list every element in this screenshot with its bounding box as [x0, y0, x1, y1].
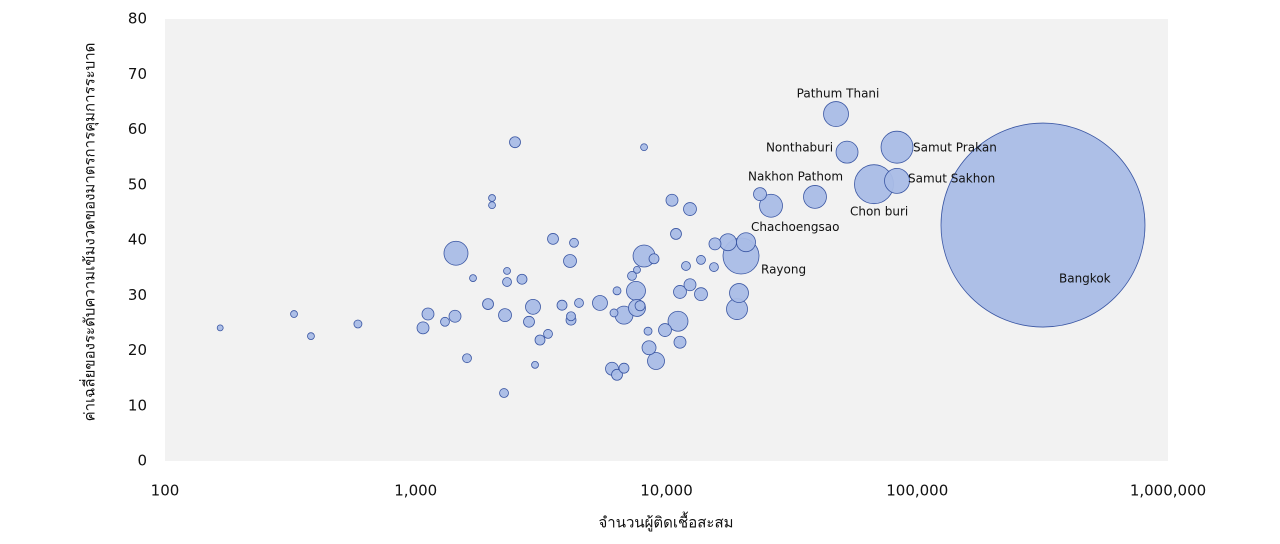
bubble	[673, 285, 687, 299]
point-label: Samut Prakan	[913, 141, 997, 155]
bubble	[440, 316, 450, 327]
y-tick-label: 10	[128, 396, 147, 414]
bubble	[753, 187, 767, 202]
bubble	[665, 193, 679, 207]
point-label: Nakhon Pathom	[748, 169, 843, 183]
bubble	[634, 300, 646, 312]
bubble	[609, 308, 619, 318]
bubble	[694, 287, 708, 302]
bubble	[736, 232, 756, 253]
y-tick-label: 80	[128, 10, 147, 28]
bubble	[543, 329, 553, 339]
bubble	[683, 278, 697, 292]
bubble	[566, 311, 576, 322]
bubble	[469, 274, 477, 282]
bubble	[835, 140, 859, 164]
point-label: Nonthaburi	[766, 141, 833, 155]
bubble	[499, 388, 509, 398]
bubble	[563, 254, 577, 268]
bubble	[643, 326, 653, 336]
bubble	[611, 368, 623, 381]
point-label: Rayong	[761, 263, 806, 277]
bubble	[647, 352, 665, 370]
bubble	[502, 277, 512, 287]
bubble	[759, 193, 783, 218]
bubble	[803, 185, 827, 209]
y-tick-label: 70	[128, 65, 147, 83]
bubble	[618, 362, 630, 374]
bubble	[626, 280, 646, 301]
bubble	[648, 253, 660, 265]
bubble	[290, 310, 298, 318]
point-label: Pathum Thani	[797, 87, 880, 101]
x-tick-label: 100	[151, 482, 180, 500]
bubble	[673, 335, 687, 349]
bubble	[569, 237, 579, 248]
bubble	[681, 261, 691, 271]
point-label: Samut Sakhon	[908, 171, 995, 185]
bubble	[307, 332, 315, 340]
point-label: Bangkok	[1059, 272, 1111, 286]
bubble	[719, 233, 737, 252]
x-tick-label: 100,000	[886, 482, 948, 500]
bubble	[670, 228, 682, 240]
bubble	[503, 267, 511, 275]
bubble	[416, 321, 430, 335]
bubble	[462, 353, 472, 364]
bubble	[531, 361, 539, 369]
bubble	[709, 262, 719, 272]
point-label: Chachoengsao	[751, 220, 839, 234]
y-tick-label: 40	[128, 231, 147, 249]
x-tick-label: 10,000	[640, 482, 693, 500]
bubble	[708, 237, 722, 251]
y-axis-label: ค่าเฉลี่ยของระดับความเข้มงวดของมาตรการคุ…	[79, 43, 100, 422]
bubble	[443, 240, 469, 266]
y-tick-label: 30	[128, 286, 147, 304]
y-tick-label: 0	[137, 452, 147, 470]
bubble	[612, 286, 622, 296]
bubble	[884, 167, 910, 194]
bubble	[940, 122, 1146, 328]
bubble	[482, 298, 494, 310]
bubble	[488, 194, 496, 202]
y-tick-label: 50	[128, 175, 147, 193]
y-tick-label: 60	[128, 120, 147, 138]
bubble	[823, 101, 849, 127]
bubble	[216, 324, 224, 332]
bubble	[509, 136, 521, 149]
bubble	[880, 130, 914, 164]
bubble	[696, 255, 706, 265]
bubble	[574, 298, 584, 308]
bubble	[534, 334, 546, 346]
bubble	[658, 323, 672, 337]
bubble	[641, 340, 657, 356]
bubble	[556, 299, 568, 311]
bubble	[627, 271, 637, 281]
point-label: Chon buri	[850, 205, 908, 219]
bubble	[633, 265, 641, 274]
bubble	[525, 298, 541, 315]
x-tick-label: 1,000,000	[1130, 482, 1206, 500]
y-tick-label: 20	[128, 341, 147, 359]
bubble	[353, 319, 363, 329]
bubble	[592, 295, 608, 311]
bubble	[498, 308, 512, 323]
bubble	[488, 201, 496, 210]
bubble	[448, 309, 462, 323]
bubble	[667, 310, 689, 332]
bubble	[640, 143, 648, 152]
bubble	[523, 315, 535, 328]
bubble	[547, 233, 559, 245]
bubble	[421, 307, 435, 321]
bubble	[516, 273, 528, 285]
x-axis-label: จำนวนผู้ติดเชื้อสะสม	[599, 512, 734, 532]
x-tick-label: 1,000	[394, 482, 437, 500]
bubble	[729, 283, 749, 303]
bubble	[683, 202, 697, 216]
